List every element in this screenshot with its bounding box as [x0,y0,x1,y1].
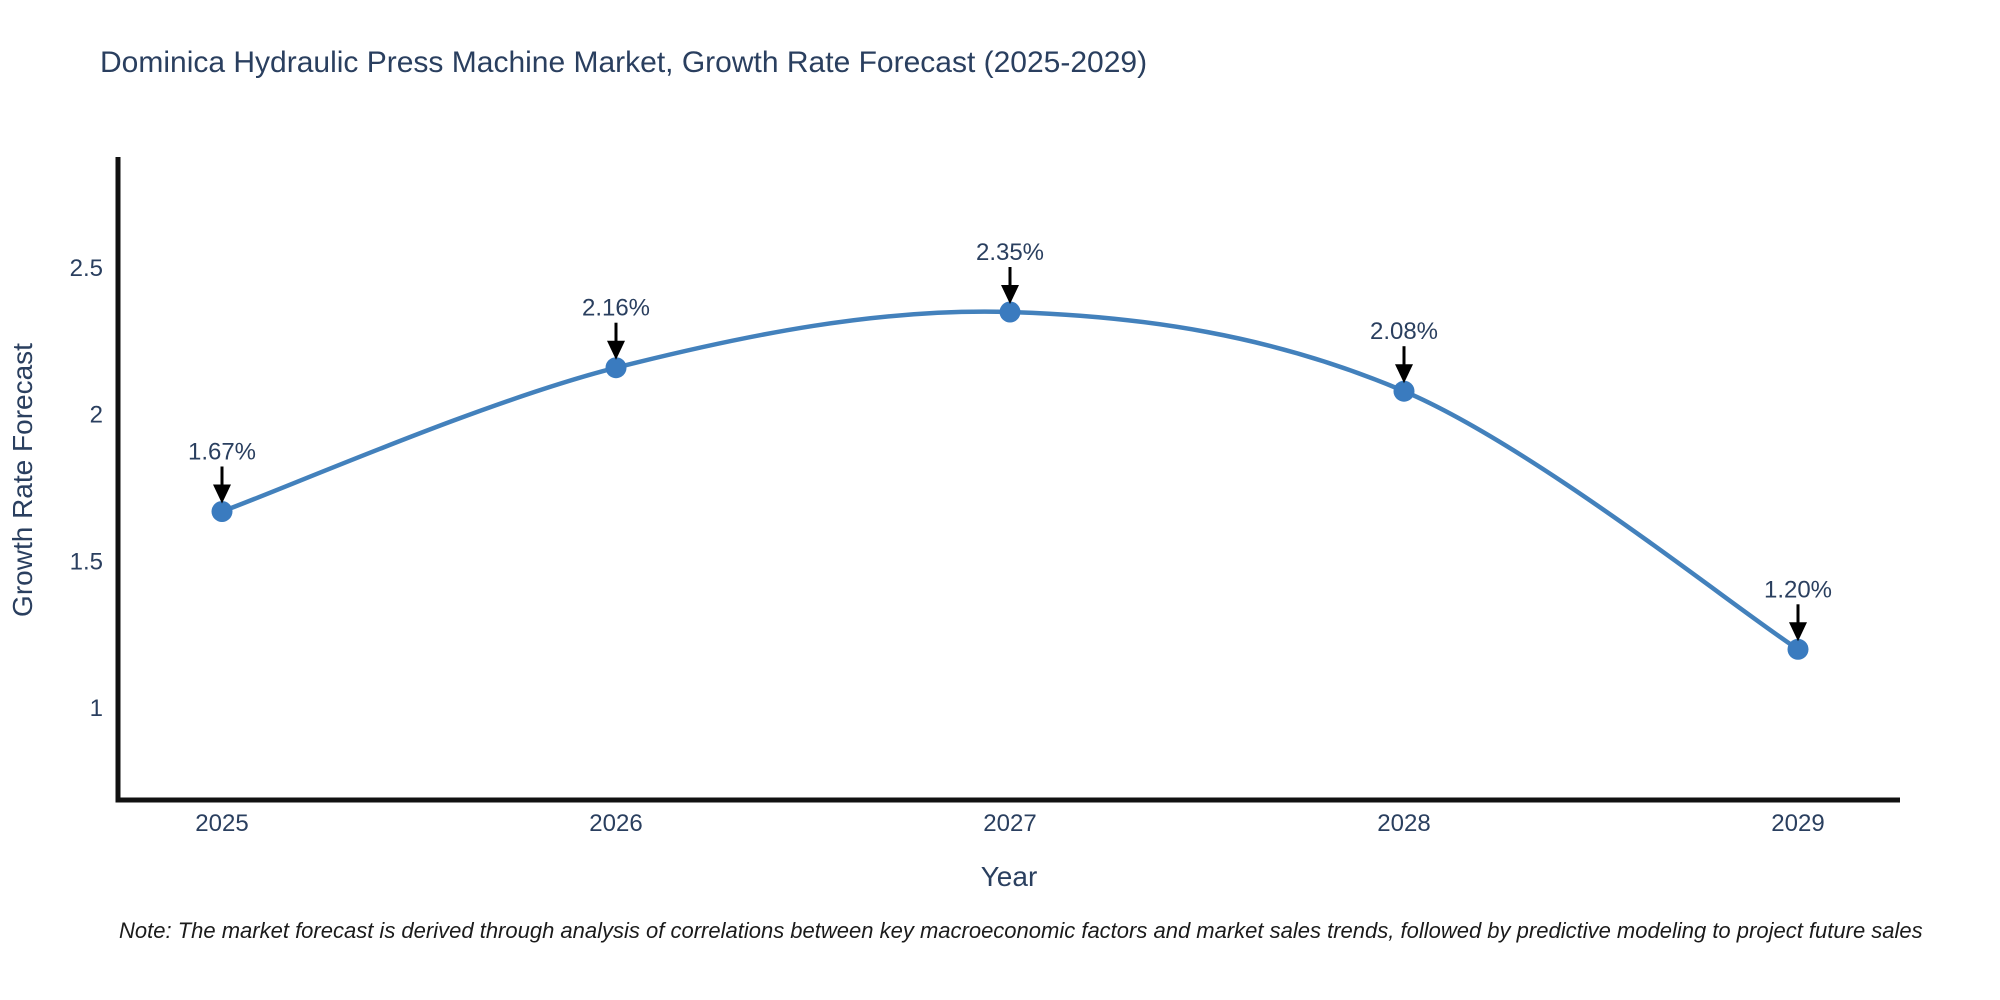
x-tick-label: 2029 [1771,810,1824,837]
annotation-label: 1.20% [1764,576,1832,603]
x-axis-title: Year [981,861,1038,892]
y-tick-label: 1 [90,695,103,722]
x-tick-label: 2025 [195,810,248,837]
y-tick-label: 1.5 [70,548,103,575]
chart-title: Dominica Hydraulic Press Machine Market,… [100,46,1148,79]
data-point-marker [1787,638,1809,660]
footnote: Note: The market forecast is derived thr… [119,918,1923,943]
data-point-marker [999,301,1021,323]
data-point-marker [1393,380,1415,402]
annotation-arrowhead [607,340,625,360]
y-axis-title: Growth Rate Forecast [7,343,38,617]
annotation-arrowhead [1395,364,1413,384]
y-tick-label: 2.5 [70,255,103,282]
annotation-label: 2.08% [1370,318,1438,345]
annotation-arrowhead [1789,622,1807,642]
annotation-label: 2.16% [582,295,650,322]
data-point-marker [211,501,233,522]
x-tick-label: 2028 [1377,810,1430,837]
annotation-arrowhead [1001,285,1019,304]
annotation-arrowhead [213,484,231,504]
x-tick-label: 2027 [983,810,1036,837]
data-point-marker [605,357,627,379]
x-tick-label: 2026 [589,810,642,837]
annotation-label: 1.67% [188,439,256,466]
growth-rate-curve [219,309,1801,652]
annotation-label: 2.35% [976,239,1044,266]
y-tick-label: 2 [90,402,103,429]
